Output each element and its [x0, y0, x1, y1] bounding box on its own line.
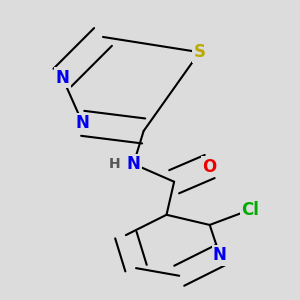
Text: N: N: [56, 69, 69, 87]
Text: S: S: [194, 43, 206, 61]
Text: N: N: [213, 246, 227, 264]
Text: Cl: Cl: [242, 201, 259, 219]
Text: O: O: [202, 158, 217, 175]
Text: N: N: [127, 155, 140, 173]
Text: H: H: [109, 157, 120, 171]
Text: N: N: [76, 114, 90, 132]
